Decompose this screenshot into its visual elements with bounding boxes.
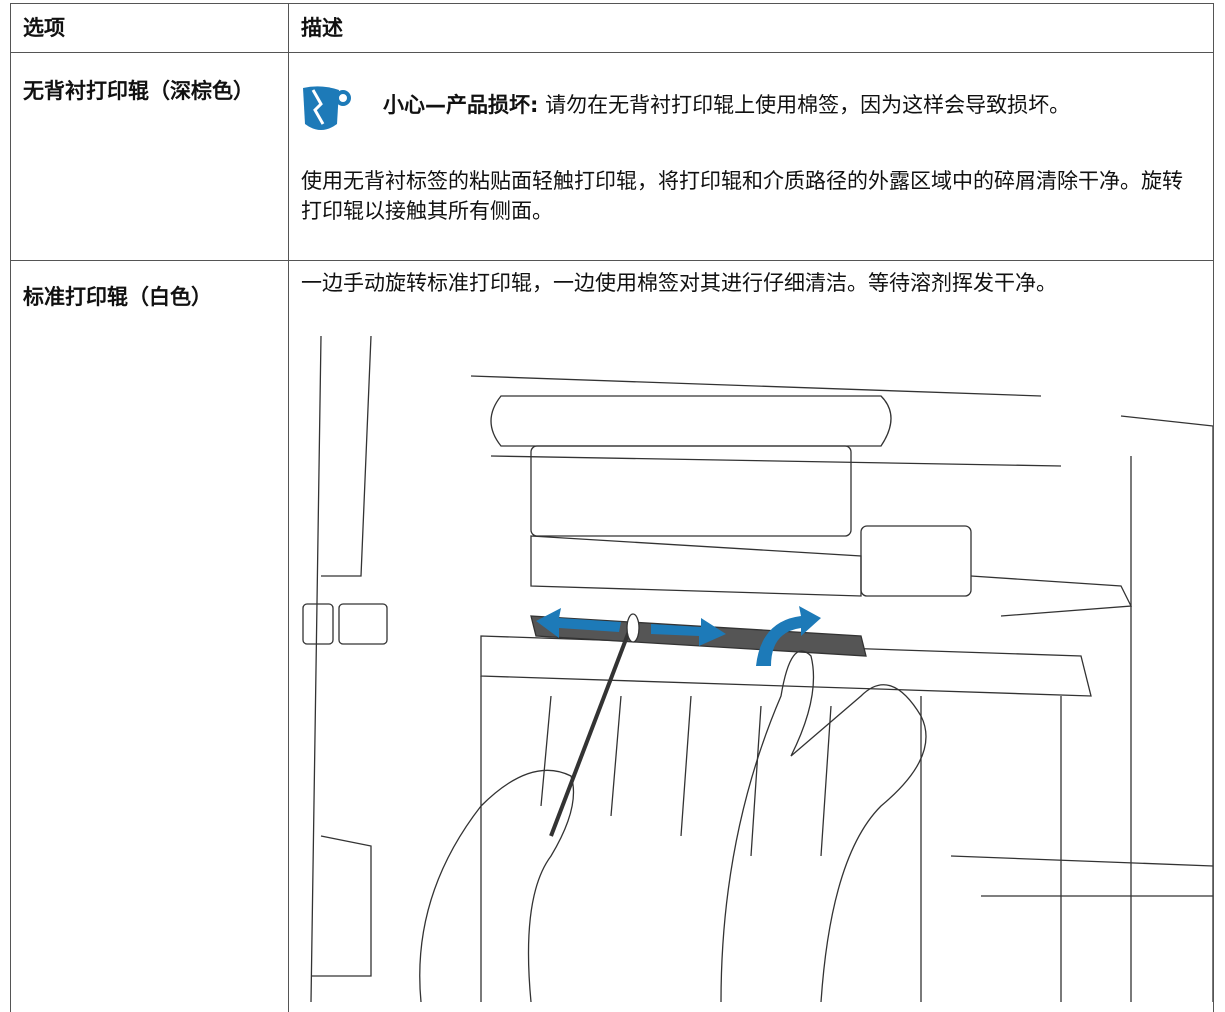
column-divider — [288, 4, 289, 1012]
caution: 小心—产品损坏: 请勿在无背衬打印辊上使用棉签，因为这样会导致损坏。 — [383, 90, 1183, 120]
option-cell: 无背衬打印辊（深棕色） — [23, 79, 254, 103]
header-cell: 选项 — [23, 16, 65, 40]
caution-text: 请勿在无背衬打印辊上使用棉签，因为这样会导致损坏。 — [545, 93, 1071, 117]
caution-label: 小心—产品损坏: — [383, 93, 539, 117]
caution-icon — [303, 86, 351, 130]
row-divider — [11, 52, 1213, 53]
option-cell: 标准打印辊（白色） — [23, 285, 212, 309]
description: 使用无背衬标签的粘贴面轻触打印辊，将打印辊和介质路径的外露区域中的碎屑清除干净。… — [301, 169, 1183, 223]
illustration — [302, 336, 1213, 1002]
header-cell: 描述 — [301, 16, 343, 40]
row-divider — [11, 260, 1213, 261]
table: 选项 描述 无背衬打印辊（深棕色） 小心—产品损坏: 请勿在无背衬打印辊上使用棉… — [10, 3, 1214, 1012]
description: 一边手动旋转标准打印辊，一边使用棉签对其进行仔细清洁。等待溶剂挥发干净。 — [301, 271, 1057, 295]
